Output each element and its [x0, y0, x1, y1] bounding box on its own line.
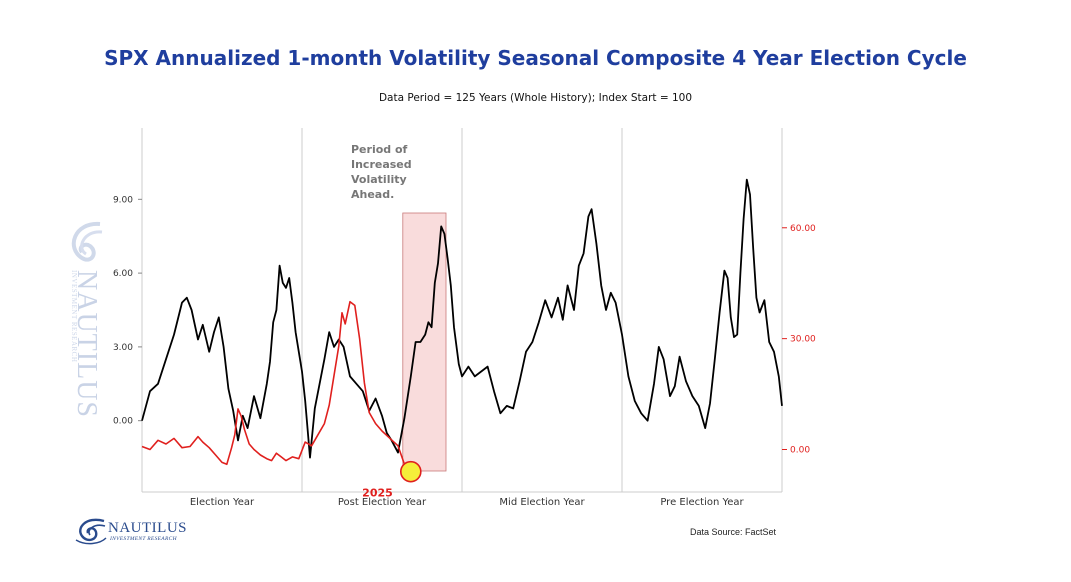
- y-left-tick-label: 6.00: [113, 269, 133, 279]
- nautilus-logo: NAUTILUS INVESTMENT RESEARCH: [74, 516, 214, 546]
- composite-series-line: [141, 178, 783, 459]
- logo-tagline: INVESTMENT RESEARCH: [110, 536, 177, 542]
- chart-subtitle: Data Period = 125 Years (Whole History);…: [378, 92, 693, 104]
- y-right-tick-label: 0.00: [790, 446, 810, 456]
- logo-brand: NAUTILUS: [108, 520, 187, 536]
- x-category-label: Election Year: [190, 497, 255, 508]
- y-left-tick-label: 9.00: [113, 195, 133, 205]
- data-source: Data Source: FactSet: [690, 527, 777, 537]
- x-category-label: Mid Election Year: [499, 497, 585, 508]
- y-left-tick-label: 0.00: [113, 417, 133, 427]
- nautilus-watermark-icon: [71, 221, 103, 262]
- x-category-label: Pre Election Year: [660, 497, 744, 508]
- y-right-tick-label: 30.00: [790, 335, 816, 345]
- y-left-tick-label: 3.00: [113, 343, 133, 353]
- label-2025: 2025: [362, 487, 393, 500]
- nautilus-logo-icon: [75, 518, 107, 545]
- chart-title: SPX Annualized 1-month Volatility Season…: [104, 46, 967, 70]
- series-2025-line: [141, 300, 412, 473]
- x-category-label: Post Election Year: [338, 497, 427, 508]
- y-right-tick-label: 60.00: [790, 224, 816, 234]
- volatility-annotation: Period of Increased Volatility Ahead.: [351, 143, 412, 201]
- highlight-2025-marker: [399, 460, 422, 483]
